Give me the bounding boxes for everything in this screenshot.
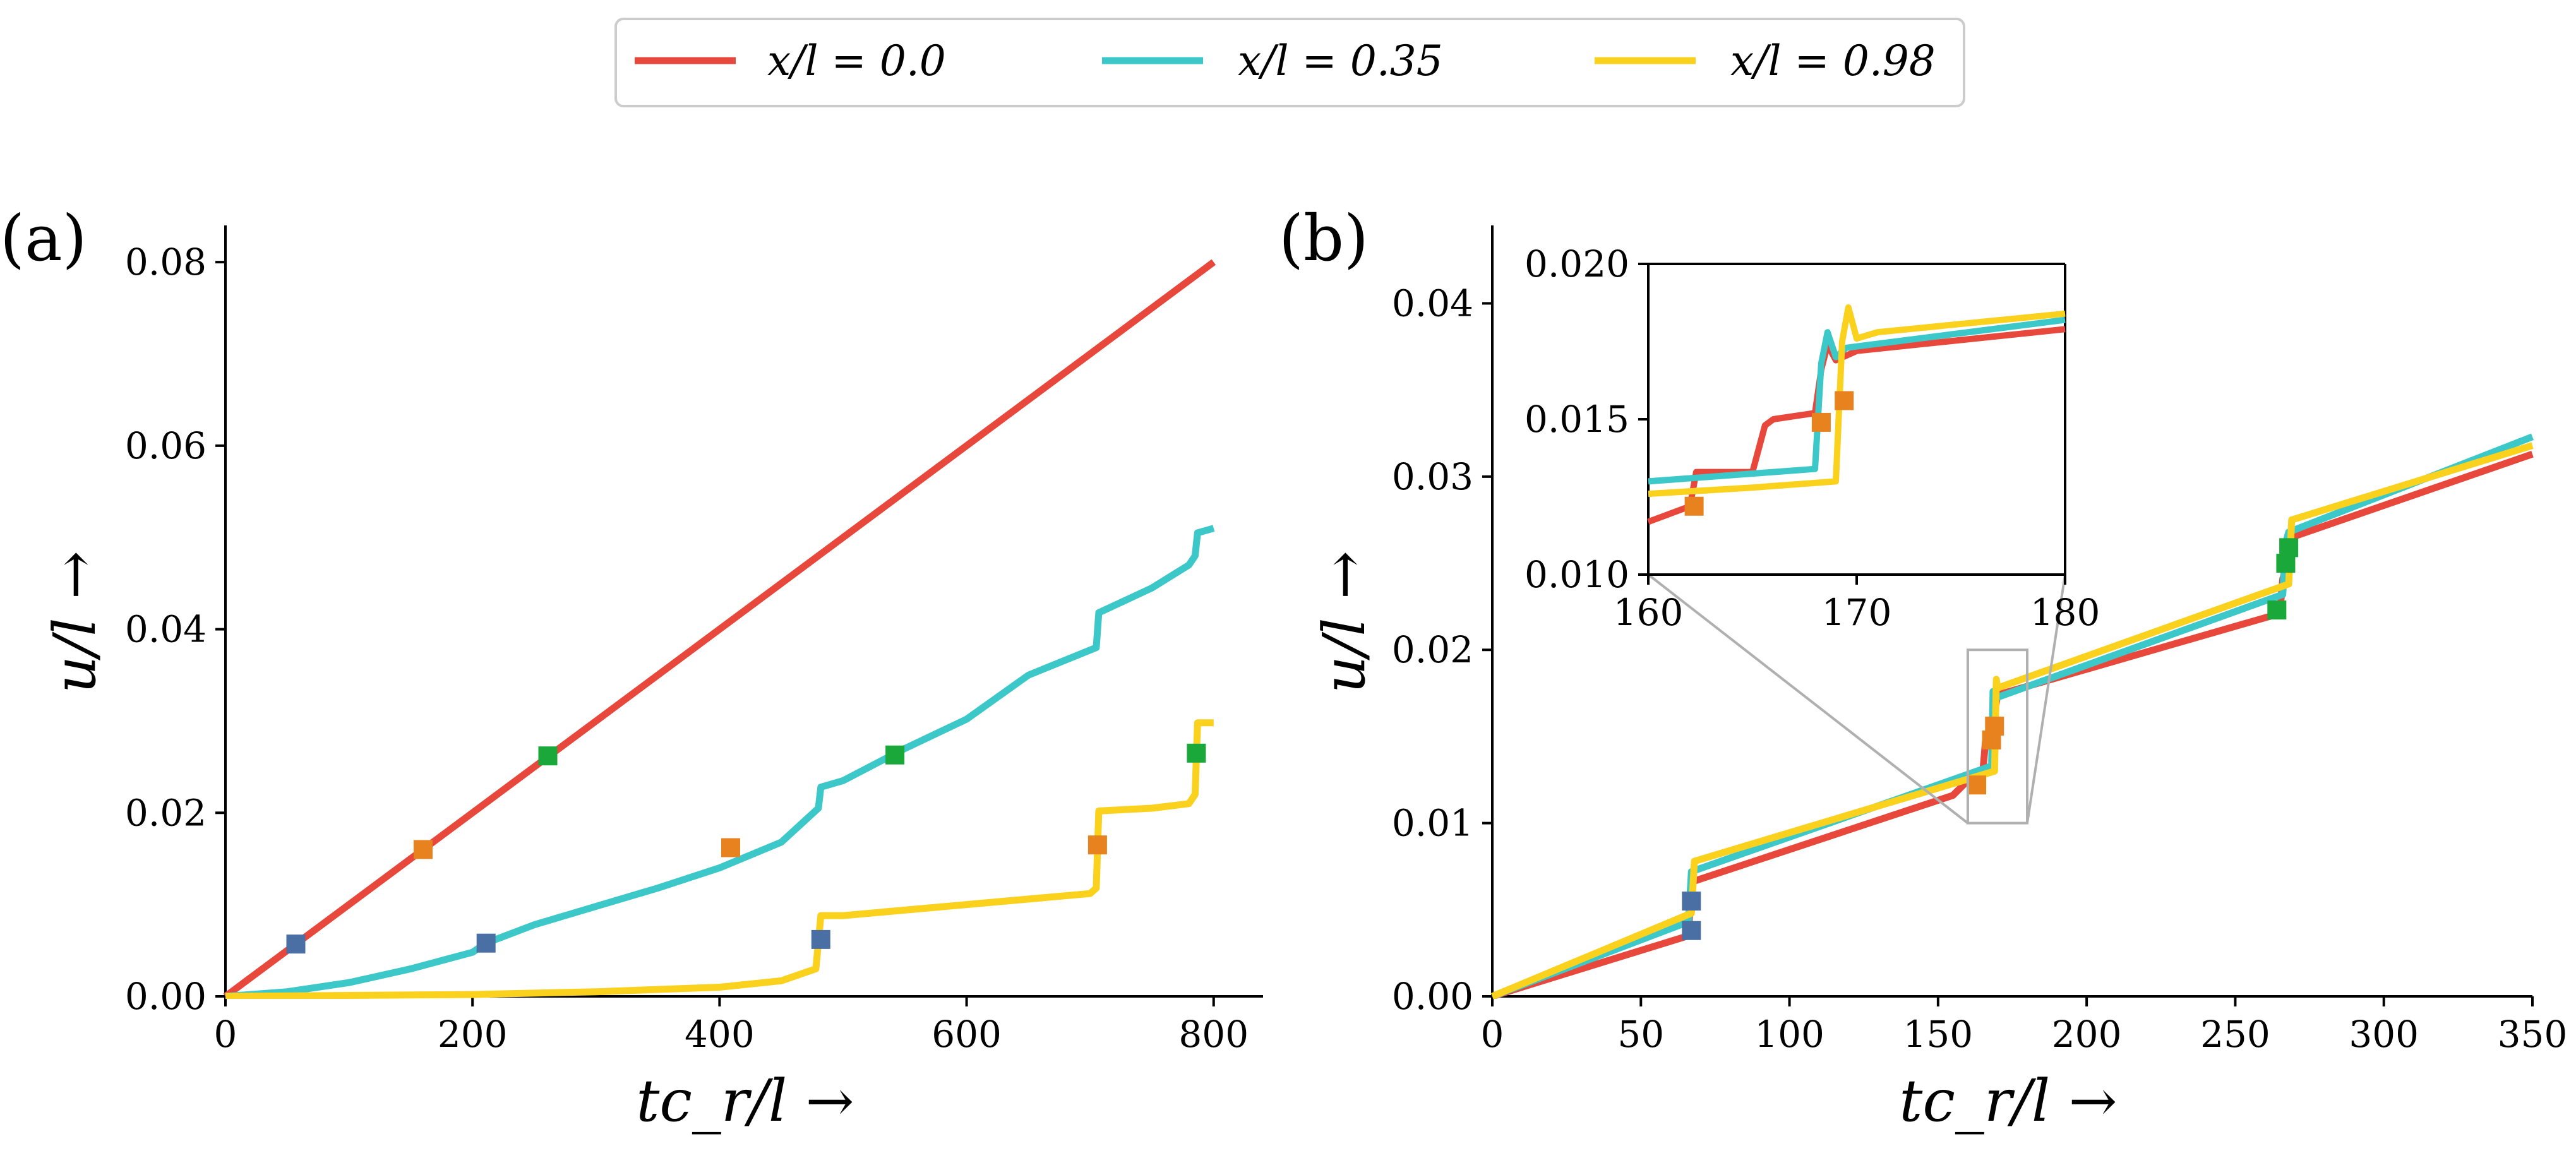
panel-a-marker-green	[538, 746, 558, 766]
inset-xtick-label: 160	[1614, 591, 1684, 634]
panel-b-xtick-label: 150	[1903, 1013, 1973, 1056]
ylabel-b: u/l →	[1310, 551, 1378, 693]
legend-frame	[614, 18, 1965, 107]
panel-label-a: (a)	[0, 201, 87, 275]
panel-a-marker-orange	[721, 838, 740, 857]
panel-b-data	[1490, 433, 2534, 999]
inset-ytick-label: 0.015	[1525, 398, 1629, 441]
panel-a-xtick-label: 800	[1178, 1013, 1249, 1056]
panel-a-series-line-0	[223, 259, 1216, 999]
legend-label-0: x/l = 0.0	[767, 37, 946, 85]
inset-b: 160 170 180 0.010 0.015 0.020	[1525, 242, 2100, 634]
panel-b-xtick-label: 0	[1481, 1013, 1504, 1056]
panel-b-xtick-label: 50	[1617, 1013, 1664, 1056]
panel-b-xtick-label: 350	[2498, 1013, 2568, 1056]
panel-b-ytick-label: 0.02	[1392, 628, 1473, 671]
panel-b-ytick-label: 0.00	[1392, 975, 1473, 1018]
panel-a-xtick-label: 200	[438, 1013, 508, 1056]
panel-b-xtick-label: 200	[2052, 1013, 2122, 1056]
panel-label-b: (b)	[1279, 201, 1369, 275]
panel-a-xtick-label: 400	[685, 1013, 755, 1056]
zoom-connector-left	[1647, 573, 1969, 825]
inset-xtick-label: 180	[2030, 591, 2100, 634]
zoom-indicator-box	[1966, 648, 2029, 825]
panel-a-xtick-label: 600	[932, 1013, 1002, 1056]
panel-a-marker-blue	[811, 929, 830, 949]
panel-b-ytick-label: 0.04	[1392, 282, 1473, 325]
panel-b: (b) 0 50 100 150 200 250 300 350 0.00 0.01 0.02 0.0…	[1279, 201, 2567, 1135]
panel-b-xtick-label: 300	[2349, 1013, 2419, 1056]
inset-ytick-label: 0.020	[1525, 242, 1629, 285]
panel-b-marker-blue	[1682, 921, 1701, 940]
legend: x/l = 0.0 x/l = 0.35 x/l = 0.98	[614, 18, 1965, 107]
panel-a: (a) 0 200 400 600 800 0.00 0.02 0.04 0.06 0.08 tc…	[0, 201, 1263, 1135]
inset-xtick-label: 170	[1822, 591, 1892, 634]
panel-b-marker-orange	[1967, 775, 1987, 795]
panel-b-xtick-label: 100	[1754, 1013, 1824, 1056]
inset-background	[1648, 264, 2065, 575]
panel-a-marker-green	[1187, 743, 1206, 763]
ylabel-a: u/l →	[41, 551, 109, 693]
inset-series-line-2	[1648, 304, 2066, 498]
panel-a-xtick-label: 0	[214, 1013, 237, 1056]
legend-label-2: x/l = 0.98	[1730, 37, 1936, 85]
panel-b-marker-orange	[1985, 716, 2004, 736]
panel-a-marker-orange	[1087, 835, 1107, 855]
zoom-connector-right	[2026, 574, 2066, 823]
panel-a-ytick-label: 0.02	[125, 791, 207, 834]
plot-area-a: 0 200 400 600 800 0.00 0.02 0.04 0.06 0.08	[125, 225, 1263, 1056]
panel-a-series-line-1	[225, 525, 1215, 999]
legend-label-1: x/l = 0.35	[1238, 37, 1443, 85]
inset-data	[1647, 304, 2066, 525]
panel-b-xtick-label: 250	[2200, 1013, 2270, 1056]
panel-a-ytick-label: 0.08	[125, 241, 207, 284]
panel-a-marker-orange	[413, 840, 433, 859]
inset-marker-orange	[1684, 496, 1704, 516]
inset-ytick-label: 0.010	[1525, 553, 1629, 596]
panel-b-marker-green	[2279, 538, 2299, 558]
inset-marker-orange	[1811, 412, 1831, 432]
panel-a-data	[223, 259, 1216, 999]
panel-a-marker-green	[885, 745, 905, 765]
panel-b-marker-green	[2267, 600, 2287, 620]
plot-area-b: 0 50 100 150 200 250 300 350 0.00 0.01 0.02 0.03 0.0…	[1392, 225, 2568, 1056]
xlabel-b: tc_r/l →	[1899, 1067, 2117, 1135]
panel-a-series-line-2	[225, 719, 1214, 999]
panel-a-ytick-label: 0.00	[125, 975, 207, 1018]
xlabel-a: tc_r/l →	[636, 1067, 854, 1135]
panel-b-marker-blue	[1682, 892, 1701, 911]
panel-a-marker-blue	[476, 933, 496, 953]
panel-a-ytick-label: 0.06	[125, 424, 207, 467]
panel-b-ytick-label: 0.03	[1392, 455, 1473, 498]
panel-b-ytick-label: 0.01	[1392, 802, 1473, 845]
panel-a-ytick-label: 0.04	[125, 608, 207, 651]
inset-marker-orange	[1835, 391, 1854, 410]
panel-a-marker-blue	[286, 934, 306, 954]
